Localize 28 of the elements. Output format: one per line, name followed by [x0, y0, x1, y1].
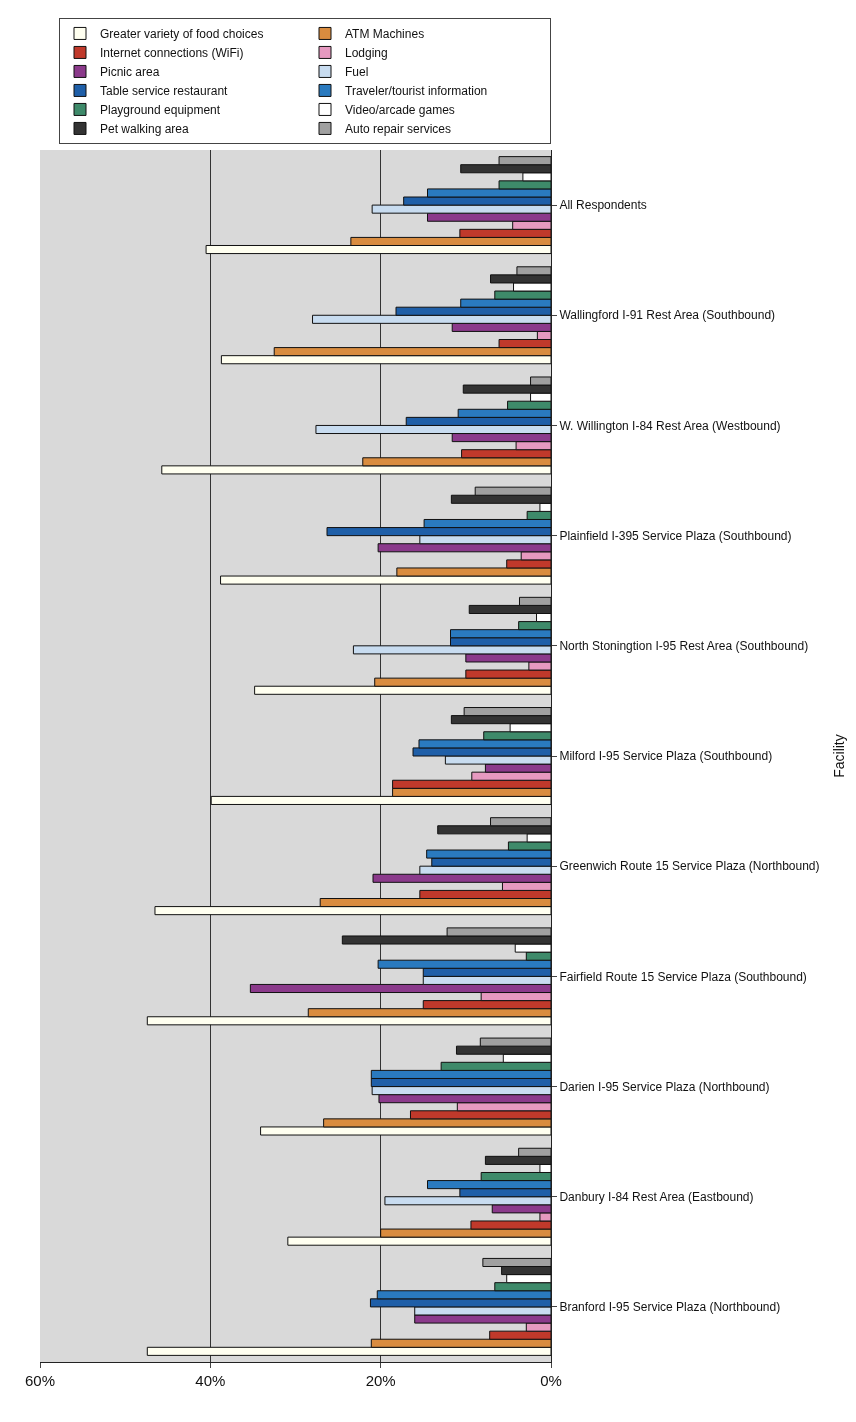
- y-tick-label: Fairfield Route 15 Service Plaza (Southbound): [559, 969, 807, 984]
- x-tick-label: 60%: [24, 1372, 56, 1389]
- legend-label: Video/arcade games: [345, 103, 455, 118]
- y-tick-label: W. Willington I-84 Rest Area (Westbound): [559, 418, 781, 433]
- legend-label: Lodging: [345, 46, 388, 61]
- x-tick-label: 20%: [365, 1372, 396, 1389]
- x-tick-label: 0%: [540, 1372, 562, 1389]
- x-tick-label: 40%: [195, 1372, 226, 1389]
- y-tick-label: Plainfield I-395 Service Plaza (Southbound): [559, 528, 792, 543]
- legend-label: Greater variety of food choices: [100, 27, 264, 42]
- y-tick-label: Branford I-95 Service Plaza (Northbound): [559, 1300, 781, 1315]
- legend-label: Pet walking area: [100, 122, 190, 137]
- legend-label: Playground equipment: [100, 103, 221, 118]
- legend-label: Internet connections (WiFi): [100, 46, 244, 61]
- y-tick-label: Darien I-95 Service Plaza (Northbound): [559, 1079, 770, 1094]
- y-tick-label: Milford I-95 Service Plaza (Southbound): [559, 749, 773, 764]
- y-tick-label: All Respondents: [559, 198, 647, 213]
- legend-label: Picnic area: [100, 65, 160, 80]
- legend-label: Fuel: [345, 65, 369, 80]
- legend-label: Table service restaurant: [100, 84, 229, 99]
- y-tick-label: Greenwich Route 15 Service Plaza (Northbound): [559, 859, 820, 874]
- y-tick-label: North Stoningtion I-95 Rest Area (Southbound): [559, 639, 809, 654]
- y-tick-label: Wallingford I-91 Rest Area (Southbound): [559, 308, 776, 323]
- y-axis-title: Facility: [830, 734, 847, 778]
- legend-label: Traveler/tourist information: [345, 84, 488, 99]
- legend-label: ATM Machines: [345, 27, 425, 42]
- legend-label: Auto repair services: [345, 122, 452, 137]
- y-tick-label: Danbury I-84 Rest Area (Eastbound): [559, 1189, 754, 1204]
